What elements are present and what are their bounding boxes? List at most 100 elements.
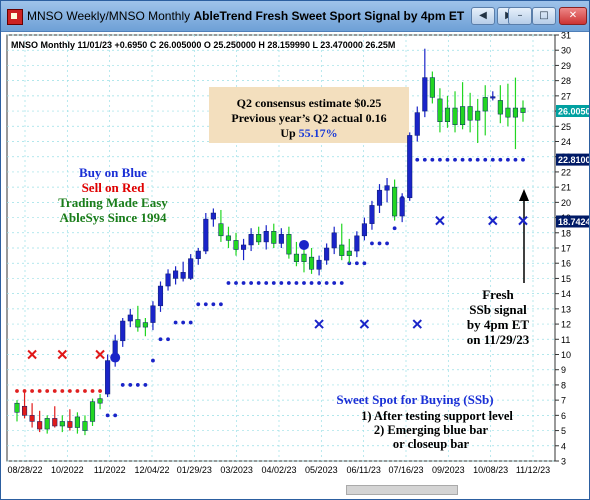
y-tick-label: 25 <box>561 122 571 132</box>
y-tick-label: 22 <box>561 167 571 177</box>
stop-dot <box>476 158 480 162</box>
candle-body <box>52 418 57 426</box>
candle-body <box>438 99 443 122</box>
candle-body <box>309 257 314 269</box>
candle-body <box>120 321 125 341</box>
stop-dot <box>506 158 510 162</box>
stop-dot <box>415 158 419 162</box>
legend-buy: Buy on Blue <box>79 165 147 180</box>
candle-body <box>445 108 450 122</box>
y-tick-label: 12 <box>561 320 571 330</box>
stop-dot <box>211 302 215 306</box>
x-tick-label: 10/2022 <box>51 465 84 475</box>
x-tick-label: 03/2023 <box>220 465 253 475</box>
window-title-bold: AbleTrend Fresh Sweet Sport Signal by 4p… <box>194 9 465 23</box>
price-tag-label: 18.7424 <box>558 217 589 227</box>
y-tick-label: 4 <box>561 441 566 451</box>
app-icon <box>7 9 23 25</box>
y-tick-label: 7 <box>561 396 566 406</box>
candle-body <box>60 421 65 426</box>
close-button[interactable]: ✕ <box>559 7 587 25</box>
fresh-note-line: Fresh <box>482 287 514 302</box>
candle-body <box>83 421 88 430</box>
stop-dot <box>295 281 299 285</box>
stop-dot <box>196 302 200 306</box>
title-bar[interactable]: MNSO Weekly/MNSO Monthly AbleTrend Fresh… <box>1 1 589 32</box>
stop-dot <box>521 158 525 162</box>
candle-body <box>317 260 322 269</box>
y-tick-label: 15 <box>561 274 571 284</box>
candle-body <box>377 190 382 205</box>
back-button[interactable]: ◀ <box>471 7 495 25</box>
candle-body <box>347 251 352 256</box>
candle-body <box>90 402 95 422</box>
candle-body <box>158 286 163 306</box>
stop-dot <box>121 383 125 387</box>
sweet-spot-title: Sweet Spot for Buying (SSb) <box>336 392 493 407</box>
stop-dot <box>45 389 49 393</box>
candle-body <box>460 107 465 125</box>
candle-body <box>294 254 299 262</box>
stop-dot <box>151 359 155 363</box>
stop-dot <box>363 261 367 265</box>
candle-body <box>30 415 35 421</box>
y-tick-label: 20 <box>561 198 571 208</box>
candle-body <box>475 111 480 120</box>
stop-dot <box>287 281 291 285</box>
stop-dot <box>204 302 208 306</box>
candle-body <box>234 240 239 249</box>
candle-body <box>392 187 397 216</box>
price-chart[interactable]: 3456789101112131415161718192021222324252… <box>1 31 589 499</box>
y-tick-label: 17 <box>561 244 571 254</box>
stop-dot <box>257 281 261 285</box>
candle-body <box>362 224 367 236</box>
minimize-button[interactable]: – <box>508 7 532 25</box>
stop-dot <box>325 281 329 285</box>
x-tick-label: 09/2023 <box>432 465 465 475</box>
fresh-note-line: on 11/29/23 <box>467 332 530 347</box>
stop-dot <box>461 158 465 162</box>
chart-header: MNSO Monthly 11/01/23 +0.6950 C 26.00500… <box>11 40 395 50</box>
stop-dot <box>279 281 283 285</box>
stop-dot <box>60 389 64 393</box>
stop-dot <box>491 158 495 162</box>
candle-body <box>279 234 284 243</box>
horizontal-scrollbar[interactable] <box>346 485 458 495</box>
price-tag-label: 26.0050 <box>558 106 589 116</box>
y-tick-label: 14 <box>561 289 571 299</box>
stop-dot <box>98 389 102 393</box>
candle-body <box>166 274 171 286</box>
stop-dot <box>234 281 238 285</box>
sweet-spot-item: or closeup bar <box>393 437 470 451</box>
stop-dot <box>378 242 382 246</box>
candle-body <box>385 186 390 191</box>
candle-body <box>264 231 269 242</box>
x-tick-label: 12/04/22 <box>134 465 169 475</box>
y-tick-label: 13 <box>561 304 571 314</box>
y-tick-label: 3 <box>561 457 566 467</box>
stop-dot <box>430 158 434 162</box>
candle-body <box>513 108 518 117</box>
sweet-spot-item: 2) Emerging blue bar <box>374 423 489 437</box>
x-tick-label: 11/12/23 <box>516 465 550 475</box>
stop-dot <box>181 321 185 325</box>
stop-dot <box>264 281 268 285</box>
estimate-line-2: Previous year’s Q2 actual 0.16 <box>231 111 386 125</box>
x-tick-label: 07/16/23 <box>388 465 423 475</box>
y-tick-label: 9 <box>561 365 566 375</box>
stop-dot <box>38 389 42 393</box>
candle-body <box>22 406 27 415</box>
candle-body <box>241 245 246 250</box>
stop-dot <box>310 281 314 285</box>
candle-body <box>173 271 178 279</box>
maximize-button[interactable]: □ <box>532 7 556 25</box>
candle-body <box>45 418 50 429</box>
price-tag-label: 22.8100 <box>558 155 589 165</box>
stop-dot <box>30 389 34 393</box>
stop-dot <box>370 242 374 246</box>
candle-body <box>105 361 110 394</box>
candle-body <box>483 97 488 111</box>
stop-dot <box>453 158 457 162</box>
y-tick-label: 10 <box>561 350 571 360</box>
